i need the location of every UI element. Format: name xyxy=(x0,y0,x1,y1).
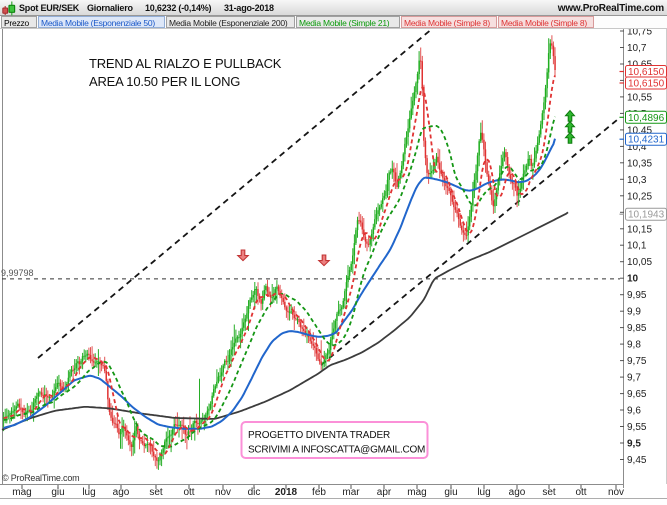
svg-text:AREA 10.50 PER IL LONG: AREA 10.50 PER IL LONG xyxy=(89,74,240,89)
svg-text:9,65: 9,65 xyxy=(627,389,647,400)
svg-text:10,7: 10,7 xyxy=(627,43,647,54)
svg-text:9,45: 9,45 xyxy=(627,455,647,466)
svg-text:feb: feb xyxy=(312,487,326,498)
svg-text:TREND AL RIALZO E PULLBACK: TREND AL RIALZO E PULLBACK xyxy=(89,56,282,71)
svg-text:9,75: 9,75 xyxy=(627,356,647,367)
svg-text:set: set xyxy=(542,487,556,498)
svg-text:10,1: 10,1 xyxy=(627,241,647,252)
svg-text:giu: giu xyxy=(444,487,457,498)
svg-text:10,6150: 10,6150 xyxy=(628,67,665,78)
svg-text:mar: mar xyxy=(342,487,360,498)
svg-text:nov: nov xyxy=(608,487,624,498)
svg-text:10,1943: 10,1943 xyxy=(628,210,665,221)
svg-text:set: set xyxy=(149,487,163,498)
svg-text:9,6: 9,6 xyxy=(627,406,641,417)
svg-text:10,4896: 10,4896 xyxy=(628,113,665,124)
svg-text:mag: mag xyxy=(407,487,426,498)
svg-text:lug: lug xyxy=(477,487,490,498)
svg-text:9,9: 9,9 xyxy=(627,307,641,318)
svg-text:nov: nov xyxy=(215,487,231,498)
svg-text:9,99798: 9,99798 xyxy=(1,268,34,278)
svg-text:giu: giu xyxy=(51,487,64,498)
svg-text:10,55: 10,55 xyxy=(627,92,652,103)
svg-text:10,4231: 10,4231 xyxy=(628,135,665,146)
svg-text:2018: 2018 xyxy=(275,487,298,498)
svg-text:9,95: 9,95 xyxy=(627,290,647,301)
svg-text:10: 10 xyxy=(627,274,639,285)
svg-text:apr: apr xyxy=(377,487,392,498)
svg-text:lug: lug xyxy=(82,487,95,498)
svg-text:10,45: 10,45 xyxy=(627,125,652,136)
svg-text:10,3: 10,3 xyxy=(627,175,647,186)
svg-text:10,15: 10,15 xyxy=(627,224,652,235)
svg-text:ott: ott xyxy=(183,487,194,498)
svg-text:9,55: 9,55 xyxy=(627,422,647,433)
svg-text:10,6150: 10,6150 xyxy=(628,79,665,90)
svg-text:10,75: 10,75 xyxy=(627,27,652,38)
svg-text:SCRIVIMI A INFOSCATTA@GMAIL.CO: SCRIVIMI A INFOSCATTA@GMAIL.COM xyxy=(248,445,425,456)
svg-text:10,05: 10,05 xyxy=(627,257,652,268)
svg-text:mag: mag xyxy=(12,487,31,498)
svg-text:9,7: 9,7 xyxy=(627,373,641,384)
svg-text:9,5: 9,5 xyxy=(627,439,641,450)
svg-text:9,8: 9,8 xyxy=(627,340,641,351)
svg-text:ott: ott xyxy=(575,487,586,498)
svg-text:ago: ago xyxy=(509,487,526,498)
svg-text:ago: ago xyxy=(113,487,130,498)
svg-text:10,4: 10,4 xyxy=(627,142,647,153)
svg-text:PROGETTO DIVENTA TRADER: PROGETTO DIVENTA TRADER xyxy=(248,430,390,441)
svg-text:dic: dic xyxy=(248,487,261,498)
svg-text:© ProRealTime.com: © ProRealTime.com xyxy=(2,473,79,483)
svg-text:9,85: 9,85 xyxy=(627,323,647,334)
svg-text:10,35: 10,35 xyxy=(627,158,652,169)
svg-text:10,25: 10,25 xyxy=(627,191,652,202)
